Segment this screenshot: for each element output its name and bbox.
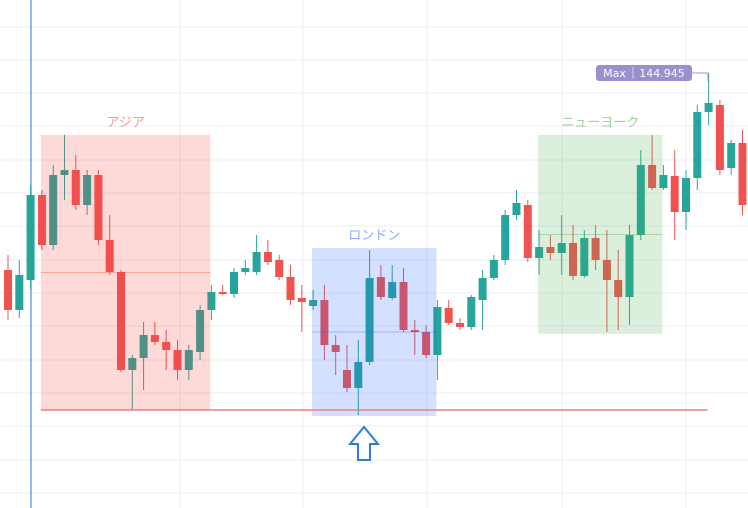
candle-body <box>184 350 193 370</box>
candle-body <box>218 292 227 294</box>
candle-body <box>196 310 205 352</box>
candle-body <box>207 292 216 310</box>
candle-body <box>71 170 80 205</box>
candle-body <box>433 307 442 355</box>
max-label: Max <box>603 67 626 80</box>
candle-body <box>410 330 419 332</box>
arrow-icon <box>347 425 381 461</box>
candle-body <box>37 195 46 245</box>
max-value: 144.945 <box>639 67 685 80</box>
candle-body <box>241 268 250 272</box>
candle-body <box>173 350 182 370</box>
candle-body <box>297 298 306 302</box>
session-box <box>40 135 211 410</box>
candle-body <box>139 335 148 358</box>
session-label: ニューヨーク <box>561 116 639 131</box>
candle-body <box>625 235 634 297</box>
candle-body <box>4 270 12 310</box>
candle-body <box>354 362 363 388</box>
candle-body <box>693 112 702 178</box>
candle-body <box>648 165 657 188</box>
candle-body <box>162 342 171 350</box>
max-connector <box>690 72 709 81</box>
candle-body <box>309 300 318 306</box>
candle-body <box>263 252 272 262</box>
candle-body <box>523 205 532 258</box>
session-label: アジア <box>106 116 144 131</box>
candle-body <box>388 282 397 298</box>
candle-body <box>331 345 340 352</box>
candle-body <box>489 260 498 278</box>
candle-body <box>727 143 736 168</box>
candle-body <box>376 277 385 297</box>
candle-body <box>535 247 544 258</box>
candle-body <box>343 370 351 388</box>
candle-body <box>26 195 35 280</box>
candle-body <box>444 308 453 323</box>
candle-body <box>128 358 137 370</box>
candle-body <box>557 243 566 253</box>
candle-body <box>602 260 611 280</box>
candle-body <box>49 175 58 245</box>
session-label: ロンドン <box>348 229 400 244</box>
candle-body <box>636 165 645 235</box>
candle-body <box>60 170 69 175</box>
candle-body <box>580 238 589 276</box>
candle-body <box>94 175 103 240</box>
candle-body <box>286 277 295 300</box>
candle-body <box>670 176 679 212</box>
candle-body <box>150 335 159 342</box>
candle-body <box>15 275 24 310</box>
candle-body <box>591 238 600 260</box>
max-badge <box>596 65 692 81</box>
candle-body <box>478 278 487 300</box>
candle-body <box>456 323 464 327</box>
candle-body <box>512 203 521 215</box>
candle-body <box>83 175 92 205</box>
candle-body <box>569 243 577 276</box>
candle-body <box>738 143 747 205</box>
candle-body <box>659 175 668 188</box>
candle-body <box>682 178 690 212</box>
candle-body <box>614 280 623 297</box>
candle-body <box>546 247 555 253</box>
candle-body <box>467 297 476 327</box>
candle-body <box>704 103 713 112</box>
session-box <box>538 135 663 334</box>
candle-body <box>252 252 261 272</box>
candle-body <box>105 240 114 272</box>
candle-body <box>117 272 125 370</box>
candle-body <box>399 282 408 330</box>
candle-body <box>320 300 329 345</box>
candle-body <box>715 105 724 170</box>
candle-body <box>422 332 431 355</box>
candle-body <box>501 215 510 260</box>
candle-body <box>230 272 238 294</box>
candle-body <box>365 278 374 362</box>
session-box <box>312 248 437 416</box>
candle-body <box>275 260 284 277</box>
